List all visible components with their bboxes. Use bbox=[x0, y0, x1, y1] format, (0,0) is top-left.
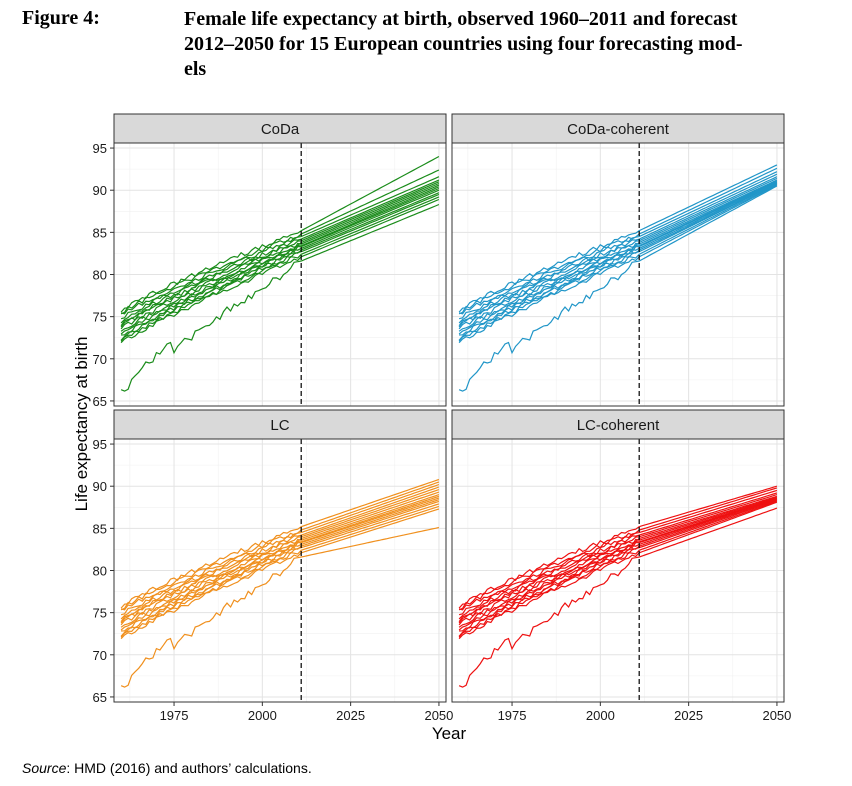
series-line-country-4 bbox=[458, 499, 778, 637]
series-line-country-7 bbox=[120, 187, 440, 332]
panel-border bbox=[451, 142, 785, 407]
series-line-country-7 bbox=[120, 497, 440, 628]
x-tick-label: 2050 bbox=[424, 708, 453, 723]
panel-strip-title: LC bbox=[270, 417, 289, 434]
series-line-country-14 bbox=[120, 169, 440, 315]
panel-coda-coherent: CoDa-coherent bbox=[451, 113, 785, 407]
x-axis-title: Year bbox=[432, 724, 467, 743]
series-line-country-15 bbox=[120, 478, 440, 609]
x-tick-label: 1975 bbox=[160, 708, 189, 723]
series-line-country-15 bbox=[120, 155, 440, 313]
series-line-country-2 bbox=[120, 508, 440, 640]
panel-strip bbox=[451, 113, 785, 144]
series-line-country-12 bbox=[120, 179, 440, 320]
series-line-country-1 bbox=[458, 185, 778, 392]
series-line-country-5 bbox=[459, 182, 778, 336]
x-tick-label: 1975 bbox=[498, 708, 527, 723]
y-tick-label: 65 bbox=[93, 394, 107, 409]
series-line-country-12 bbox=[458, 173, 778, 320]
y-tick-label: 90 bbox=[93, 479, 107, 494]
series-line-country-14 bbox=[458, 167, 778, 315]
series-line-country-13 bbox=[120, 483, 440, 611]
panel-strip-title: CoDa bbox=[261, 121, 300, 138]
y-axis-title: Life expectancy at birth bbox=[72, 337, 91, 512]
series-line-country-4 bbox=[120, 503, 440, 637]
x-tick-label: 2000 bbox=[248, 708, 277, 723]
x-tick-label: 2050 bbox=[762, 708, 791, 723]
series-line-country-11 bbox=[458, 494, 778, 620]
y-tick-label: 80 bbox=[93, 268, 107, 283]
y-tick-label: 80 bbox=[93, 564, 107, 579]
series-line-country-13 bbox=[458, 489, 778, 611]
y-tick-label: 85 bbox=[93, 225, 107, 240]
y-tick-label: 90 bbox=[93, 183, 107, 198]
y-tick-label: 85 bbox=[93, 521, 107, 536]
series-line-country-12 bbox=[458, 492, 778, 616]
y-tick-label: 65 bbox=[93, 690, 107, 705]
figure-title: Female life expectancy at birth, observe… bbox=[184, 7, 824, 82]
y-tick-label: 70 bbox=[93, 648, 107, 663]
series-line-country-6 bbox=[458, 182, 778, 335]
panel-strip-title: LC-coherent bbox=[577, 417, 660, 434]
series-line-country-5 bbox=[459, 499, 778, 632]
series-line-country-10 bbox=[458, 495, 778, 623]
figure-title-line-3: els bbox=[184, 58, 207, 80]
series-line-country-11 bbox=[120, 181, 440, 324]
series-line-country-1 bbox=[458, 507, 778, 688]
series-line-country-1 bbox=[120, 203, 440, 392]
series-line-country-7 bbox=[458, 498, 778, 628]
source-text: : HMD (2016) and authors’ calculations. bbox=[66, 760, 312, 776]
panel-strip-title: CoDa-coherent bbox=[567, 121, 670, 138]
series-line-country-11 bbox=[458, 176, 778, 324]
x-tick-label: 2000 bbox=[586, 708, 615, 723]
source-note: Source: HMD (2016) and authors’ calculat… bbox=[22, 760, 312, 776]
series-line-country-10 bbox=[120, 182, 440, 327]
series-line-country-6 bbox=[458, 498, 778, 631]
panel-strip bbox=[113, 113, 447, 144]
panel-lc-coherent: LC-coherent 1975 2000 2025 2050 bbox=[451, 409, 791, 723]
x-tick-label: 2025 bbox=[336, 708, 365, 723]
series-line-country-13 bbox=[458, 171, 778, 315]
panel-lc: LC 65 70 75 80 85 90 95 1975 2000 2025 2050 bbox=[93, 409, 453, 723]
x-tick-label: 2025 bbox=[674, 708, 703, 723]
series-line-country-14 bbox=[120, 481, 440, 611]
figure-label: Figure 4: bbox=[22, 7, 100, 29]
series-line-country-5 bbox=[121, 500, 440, 632]
series-line-country-10 bbox=[458, 177, 778, 327]
panel-strip bbox=[451, 409, 785, 440]
panel-strip bbox=[113, 409, 447, 440]
series-line-country-1 bbox=[120, 526, 440, 688]
y-tick-label: 75 bbox=[93, 310, 107, 325]
series-line-country-11 bbox=[120, 489, 440, 620]
series-line-country-2 bbox=[120, 198, 440, 344]
series-line-country-2 bbox=[458, 501, 778, 640]
series-line-country-6 bbox=[120, 499, 440, 631]
series-line-country-7 bbox=[458, 181, 778, 332]
series-line-country-6 bbox=[120, 189, 440, 335]
series-line-country-15 bbox=[458, 485, 778, 609]
series-line-country-10 bbox=[120, 491, 440, 623]
series-line-country-4 bbox=[120, 193, 440, 341]
y-tick-label: 95 bbox=[93, 141, 107, 156]
series-line-country-12 bbox=[120, 486, 440, 616]
series-line-country-14 bbox=[458, 487, 778, 611]
y-tick-label: 75 bbox=[93, 606, 107, 621]
y-tick-label: 95 bbox=[93, 437, 107, 452]
panel-coda: CoDa 65 70 75 80 85 90 95 bbox=[93, 113, 447, 409]
series-line-country-13 bbox=[120, 176, 440, 315]
series-line-country-15 bbox=[458, 164, 778, 313]
series-line-country-5 bbox=[121, 192, 440, 336]
source-label: Source bbox=[22, 760, 67, 776]
panel-border bbox=[451, 438, 785, 703]
figure-title-line-1: Female life expectancy at birth, observe… bbox=[184, 8, 738, 30]
y-tick-label: 70 bbox=[93, 352, 107, 367]
figure-title-line-2: 2012–2050 for 15 European countries usin… bbox=[184, 33, 743, 55]
series-line-country-2 bbox=[458, 184, 778, 344]
